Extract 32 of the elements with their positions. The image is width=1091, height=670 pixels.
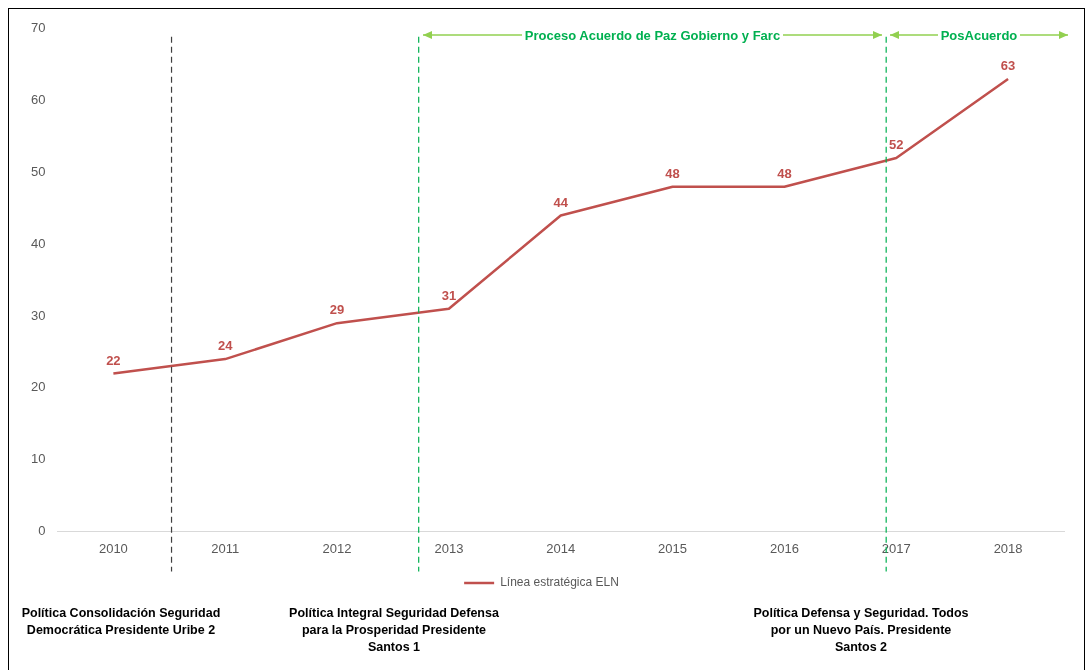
y-tick-label: 40 <box>30 235 46 251</box>
y-tick-label: 70 <box>30 20 46 36</box>
data-label: 24 <box>217 338 234 354</box>
x-tick-label: 2016 <box>769 540 799 556</box>
data-label: 48 <box>777 165 792 181</box>
data-label: 29 <box>329 302 345 318</box>
data-label: 63 <box>1000 58 1016 74</box>
y-tick-label: 10 <box>30 451 46 467</box>
x-tick-label: 2017 <box>881 540 911 556</box>
legend-label: Línea estratégica ELN <box>500 575 619 590</box>
y-tick-label: 30 <box>30 307 46 323</box>
x-tick-label: 2015 <box>658 540 688 556</box>
data-label: 31 <box>441 287 457 303</box>
text: Política Integral Seguridad Defensa para la Prosperidad Presidente Santos 1 <box>288 605 500 656</box>
annotation: Proceso Acuerdo de Paz Gobierno y Farc <box>521 28 784 43</box>
data-label: 44 <box>553 194 569 210</box>
data-label: 52 <box>889 137 904 153</box>
x-tick-label: 2012 <box>322 540 352 556</box>
y-tick-label: 20 <box>30 379 46 395</box>
y-tick-label: 0 <box>38 522 46 538</box>
data-label: 48 <box>665 165 680 181</box>
x-tick-label: 2013 <box>434 540 464 556</box>
x-tick-label: 2018 <box>993 540 1023 556</box>
y-tick-label: 50 <box>30 163 46 179</box>
y-tick-label: 60 <box>30 92 46 108</box>
annotation: PosAcuerdo <box>937 28 1021 43</box>
x-tick-label: 2010 <box>98 540 128 556</box>
data-label: 22 <box>106 352 121 368</box>
text: Política Consolidación Seguridad Democrática Presidente Uribe 2 <box>20 605 222 639</box>
x-tick-label: 2014 <box>546 540 576 556</box>
x-tick-label: 2011 <box>211 540 240 556</box>
text: Política Defensa y Seguridad. Todos por un Nuevo País. Presidente Santos 2 <box>752 605 970 656</box>
